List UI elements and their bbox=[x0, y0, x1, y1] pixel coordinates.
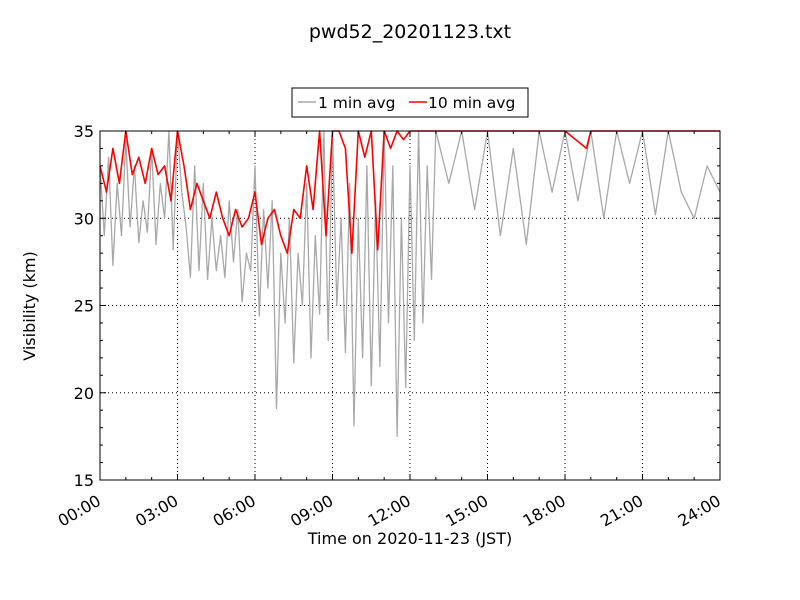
chart-title: pwd52_20201123.txt bbox=[309, 21, 511, 43]
series-line-10-min-avg bbox=[99, 130, 720, 254]
grid-lines bbox=[100, 131, 720, 480]
y-tick-label: 25 bbox=[74, 297, 94, 316]
y-tick-labels: 15 20 25 30 35 bbox=[74, 122, 94, 490]
axis-ticks bbox=[99, 130, 721, 481]
y-tick-label: 35 bbox=[74, 122, 94, 141]
x-axis-label: Time on 2020-11-23 (JST) bbox=[307, 529, 512, 548]
series-10-min-avg bbox=[99, 130, 720, 254]
series-1-min-avg bbox=[99, 130, 721, 438]
y-tick-label: 15 bbox=[74, 471, 94, 490]
legend-label-1-min-avg: 1 min avg bbox=[318, 94, 395, 112]
series-line-1-min-avg bbox=[99, 130, 721, 438]
legend: 1 min avg 10 min avg bbox=[291, 87, 529, 118]
y-tick-label: 20 bbox=[74, 384, 94, 403]
y-tick-label: 30 bbox=[74, 209, 94, 228]
legend-label-10-min-avg: 10 min avg bbox=[428, 94, 515, 112]
y-axis-label: Visibility (km) bbox=[20, 251, 39, 360]
